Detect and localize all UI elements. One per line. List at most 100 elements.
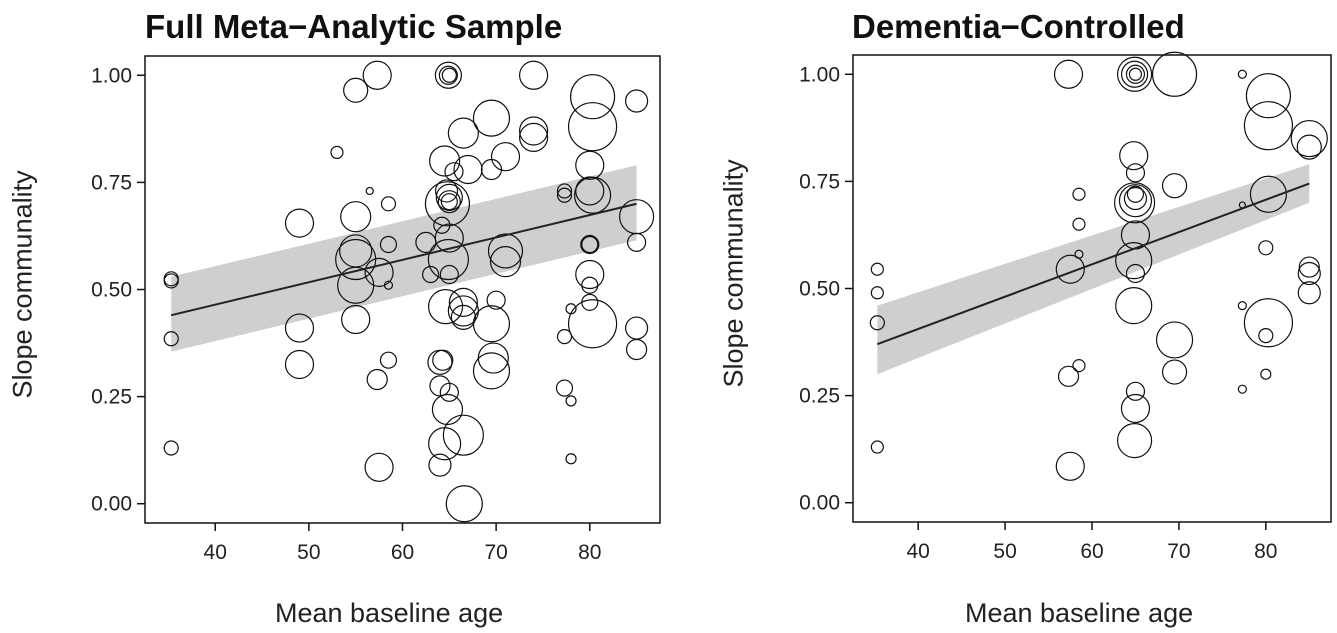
data-point (434, 179, 459, 203)
data-point (1120, 60, 1149, 88)
y-tick-label: 0.50 (799, 278, 840, 301)
y-tick-label: 0.00 (91, 493, 132, 516)
data-point (489, 246, 522, 278)
data-point (573, 176, 612, 214)
data-point (625, 338, 648, 361)
data-point (1128, 67, 1143, 81)
data-point (580, 234, 600, 255)
data-point (445, 485, 483, 523)
y-tick-label: 0.75 (91, 171, 132, 194)
data-point (626, 232, 647, 252)
data-point (477, 342, 509, 374)
data-point (1237, 301, 1247, 311)
data-point (490, 142, 521, 172)
data-point (341, 304, 371, 335)
data-point (555, 379, 574, 397)
x-tick-label: 40 (907, 540, 930, 563)
data-point (1161, 359, 1188, 385)
y-tick-label: 0.25 (799, 385, 840, 408)
data-point (441, 67, 457, 83)
data-point (472, 99, 511, 137)
regression-line (170, 202, 637, 317)
panel-dementia-controlled: 40 50 60 70 80 0.00 0.25 0.50 0.75 1.00 Dementia−… (668, 0, 1337, 633)
data-point (567, 102, 618, 152)
data-point (453, 154, 483, 185)
data-point (869, 315, 885, 331)
data-point (1119, 141, 1149, 171)
x-tick-label: 40 (204, 541, 227, 564)
data-point (365, 186, 374, 196)
data-point (431, 393, 464, 426)
data-point (439, 382, 459, 402)
x-tick-label: 80 (578, 541, 601, 564)
data-point (518, 60, 549, 90)
data-point (581, 276, 599, 294)
data-point (1155, 321, 1194, 359)
data-point (486, 290, 506, 310)
data-point (472, 305, 511, 343)
y-tick-label: 0.75 (799, 170, 840, 193)
data-point (1120, 393, 1151, 424)
data-point (427, 238, 469, 281)
data-point (1297, 261, 1321, 286)
y-tick-label: 0.50 (91, 279, 132, 302)
data-point (1298, 256, 1320, 278)
data-point (383, 280, 394, 290)
data-point (432, 349, 454, 371)
data-point (870, 440, 884, 454)
data-point (1161, 173, 1188, 199)
data-point (1243, 298, 1294, 348)
data-point (556, 183, 573, 199)
panel-full-sample: 40 50 60 70 80 0.00 0.25 0.50 0.75 1.00 Full Meta… (0, 0, 668, 633)
data-point (447, 117, 479, 149)
x-tick-label: 50 (993, 540, 1016, 563)
x-tick-label: 50 (297, 541, 320, 564)
data-point (1113, 182, 1156, 224)
x-tick-label: 80 (1254, 540, 1277, 563)
x-tick-label: 60 (1080, 540, 1103, 563)
data-point (565, 453, 577, 465)
data-point (284, 313, 315, 343)
data-point (438, 65, 458, 85)
data-point (1055, 254, 1085, 284)
data-point (1055, 451, 1085, 481)
data-point (335, 238, 377, 281)
data-point (1237, 384, 1247, 394)
data-point (427, 289, 464, 325)
data-point (379, 351, 398, 369)
x-tick-label: 70 (1167, 540, 1190, 563)
data-point (1118, 184, 1153, 218)
data-point (1290, 119, 1328, 158)
data-point (1125, 163, 1146, 183)
data-point (434, 61, 462, 89)
data-point (1072, 187, 1086, 201)
y-tick-label: 0.25 (91, 386, 132, 409)
data-point (518, 116, 549, 146)
data-point (1072, 359, 1086, 373)
data-point (870, 262, 884, 276)
y-axis-label: Slope communality (718, 159, 749, 388)
chart-title: Full Meta−Analytic Sample (145, 8, 563, 45)
confidence-band (877, 164, 1310, 375)
data-point (1243, 101, 1294, 151)
x-axis-label: Mean baseline age (965, 598, 1194, 628)
data-point (427, 349, 453, 375)
data-point (569, 74, 616, 120)
x-tick-label: 70 (484, 541, 507, 564)
data-point (556, 329, 573, 345)
data-point (581, 235, 599, 254)
data-point (1296, 134, 1322, 160)
data-point (1125, 64, 1146, 84)
data-point (1072, 217, 1086, 231)
data-point (487, 233, 524, 269)
data-point (439, 264, 459, 285)
data-point (1249, 175, 1288, 213)
data-point (364, 452, 394, 482)
regression-line (876, 182, 1310, 346)
data-point (1260, 368, 1272, 380)
data-point (340, 201, 372, 233)
y-tick-label: 0.00 (799, 492, 840, 515)
data-point (870, 286, 884, 300)
data-point (448, 287, 478, 317)
data-point (429, 145, 461, 177)
